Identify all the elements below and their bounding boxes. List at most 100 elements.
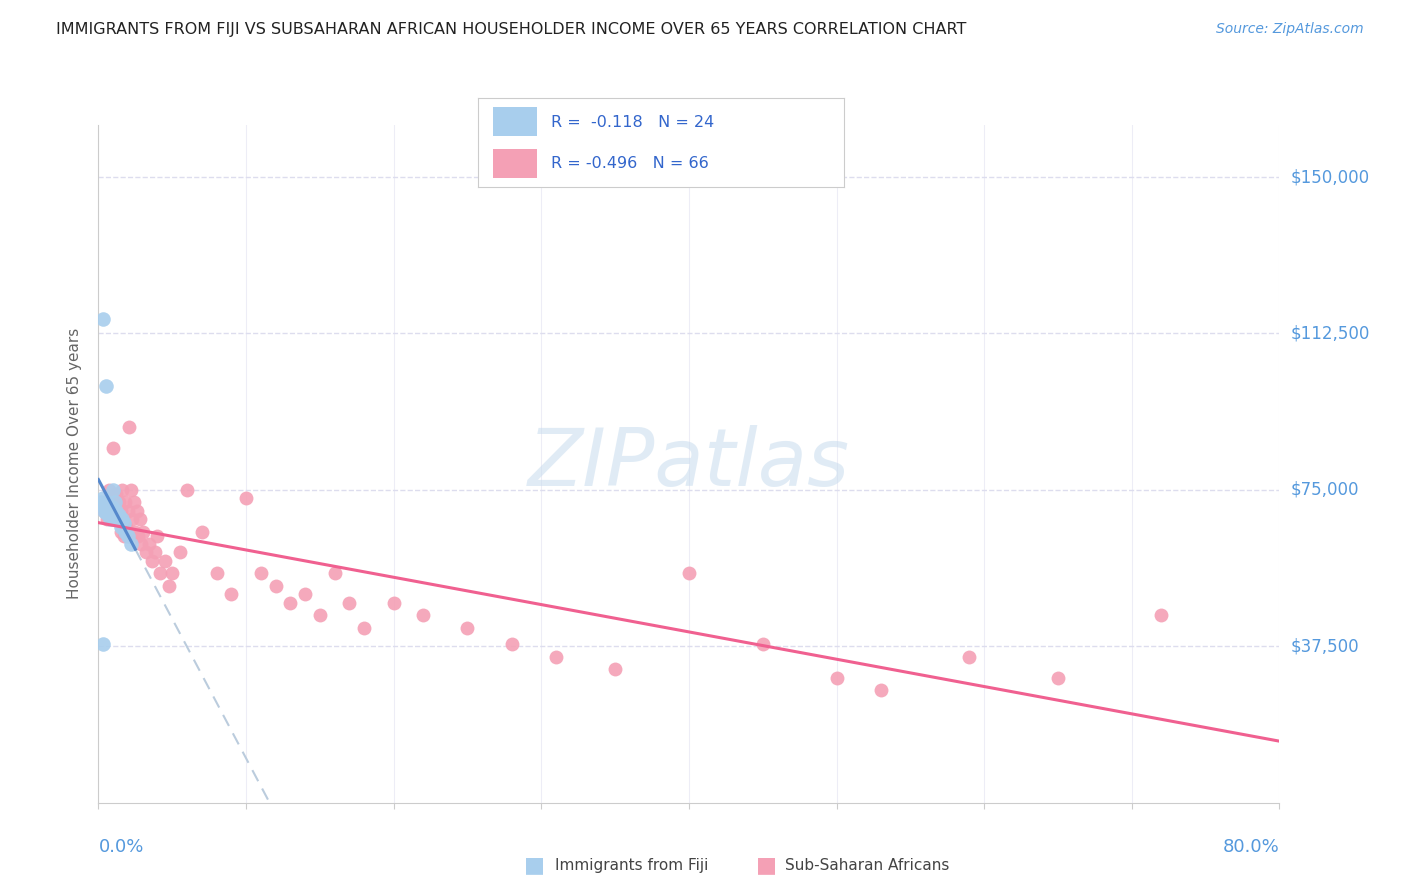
Text: Sub-Saharan Africans: Sub-Saharan Africans — [785, 858, 949, 872]
Point — [103, 441, 125, 455]
Point — [100, 504, 122, 518]
Point — [323, 566, 346, 581]
Point — [120, 483, 142, 497]
Point — [205, 566, 228, 581]
Point — [110, 504, 132, 518]
Point — [869, 683, 891, 698]
Text: R =  -0.118   N = 24: R = -0.118 N = 24 — [551, 115, 714, 129]
Point — [90, 495, 112, 509]
Point — [149, 566, 172, 581]
Point — [382, 596, 405, 610]
Point — [96, 512, 118, 526]
Point — [132, 524, 155, 539]
Point — [121, 512, 143, 526]
Point — [678, 566, 700, 581]
Text: ■: ■ — [524, 855, 544, 875]
Text: $112,500: $112,500 — [1291, 325, 1369, 343]
Point — [1150, 608, 1173, 623]
Point — [98, 512, 121, 526]
Point — [135, 545, 157, 559]
Point — [115, 520, 138, 534]
Point — [294, 587, 316, 601]
Point — [143, 545, 166, 559]
Point — [353, 621, 375, 635]
Text: IMMIGRANTS FROM FIJI VS SUBSAHARAN AFRICAN HOUSEHOLDER INCOME OVER 65 YEARS CORR: IMMIGRANTS FROM FIJI VS SUBSAHARAN AFRIC… — [56, 22, 966, 37]
Point — [825, 671, 848, 685]
Point — [250, 566, 273, 581]
Point — [146, 529, 169, 543]
Point — [456, 621, 478, 635]
Point — [110, 520, 132, 534]
Point — [105, 487, 128, 501]
Text: Immigrants from Fiji: Immigrants from Fiji — [555, 858, 709, 872]
Point — [103, 512, 125, 526]
Point — [93, 500, 115, 514]
Point — [91, 637, 114, 651]
Point — [264, 579, 287, 593]
FancyBboxPatch shape — [492, 107, 537, 136]
Point — [94, 378, 117, 392]
Point — [93, 504, 115, 518]
Point — [117, 529, 139, 543]
Point — [278, 596, 302, 610]
Point — [91, 491, 114, 506]
Point — [94, 495, 117, 509]
Point — [98, 491, 121, 506]
Point — [751, 637, 773, 651]
Point — [108, 508, 131, 522]
Point — [1046, 671, 1069, 685]
Point — [104, 495, 127, 509]
Point — [111, 512, 134, 526]
Point — [337, 596, 360, 610]
Point — [103, 512, 125, 526]
Point — [93, 504, 115, 518]
Point — [162, 566, 183, 581]
FancyBboxPatch shape — [492, 149, 537, 178]
Point — [122, 495, 145, 509]
Point — [112, 529, 135, 543]
Point — [111, 512, 134, 526]
Text: Source: ZipAtlas.com: Source: ZipAtlas.com — [1216, 22, 1364, 37]
Point — [129, 537, 152, 551]
Point — [114, 524, 136, 539]
Point — [309, 608, 332, 623]
Point — [118, 420, 141, 434]
Point — [169, 545, 191, 559]
Point — [114, 495, 136, 509]
Point — [235, 491, 257, 506]
Point — [127, 529, 149, 543]
Point — [141, 554, 163, 568]
Point — [107, 512, 129, 526]
Point — [97, 504, 120, 518]
Text: R = -0.496   N = 66: R = -0.496 N = 66 — [551, 156, 709, 170]
Point — [112, 516, 135, 531]
Point — [107, 512, 129, 526]
Point — [96, 495, 118, 509]
Point — [124, 524, 146, 539]
Point — [120, 537, 142, 551]
Point — [219, 587, 242, 601]
Point — [100, 500, 122, 514]
Point — [104, 495, 127, 509]
Point — [501, 637, 523, 651]
Text: $75,000: $75,000 — [1291, 481, 1360, 499]
Text: $150,000: $150,000 — [1291, 168, 1369, 186]
Point — [117, 504, 139, 518]
Point — [128, 512, 150, 526]
Text: $37,500: $37,500 — [1291, 638, 1360, 656]
Point — [412, 608, 434, 623]
Point — [153, 554, 176, 568]
Y-axis label: Householder Income Over 65 years: Householder Income Over 65 years — [67, 328, 83, 599]
Point — [605, 662, 627, 676]
Point — [108, 495, 131, 509]
Text: 80.0%: 80.0% — [1223, 838, 1279, 855]
Text: ■: ■ — [756, 855, 776, 875]
Point — [91, 311, 114, 326]
Point — [959, 649, 981, 664]
Point — [157, 579, 180, 593]
Point — [105, 504, 128, 518]
Text: 0.0%: 0.0% — [98, 838, 143, 855]
Point — [125, 504, 148, 518]
Point — [138, 537, 160, 551]
Point — [110, 524, 132, 539]
